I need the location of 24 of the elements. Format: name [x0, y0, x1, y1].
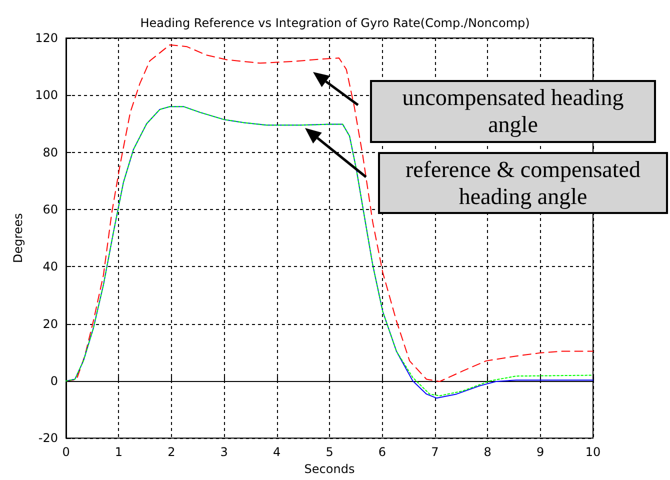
y-tick-label: 0: [50, 374, 58, 388]
y-tick-label: 60: [42, 202, 58, 216]
annotation: reference & compensated heading angle: [378, 152, 668, 214]
y-tick-label: 120: [35, 31, 58, 45]
y-tick-label: 40: [42, 260, 58, 274]
y-tick-label: 20: [42, 316, 58, 331]
y-tick-label: -20: [38, 431, 58, 446]
x-tick-label: 2: [168, 445, 176, 460]
y-tick-label: 100: [35, 88, 58, 102]
x-tick-label: 9: [536, 445, 544, 460]
x-tick-label: 6: [378, 445, 386, 460]
x-tick-label: 8: [484, 445, 492, 460]
x-tick-label: 10: [585, 445, 601, 460]
x-tick-label: 1: [114, 445, 123, 460]
x-axis-title: Seconds: [304, 462, 355, 476]
x-tick-label: 7: [431, 445, 439, 460]
x-tick-label: 0: [62, 445, 70, 460]
x-tick-label: 3: [220, 445, 228, 460]
x-tick-label: 4: [272, 445, 281, 460]
annotation: uncompensated heading angle: [370, 80, 656, 143]
x-tick-label: 5: [326, 445, 334, 460]
y-tick-label: 80: [42, 145, 58, 160]
y-axis-title: Degrees: [11, 213, 26, 264]
chart-title: Heading Reference vs Integration of Gyro Rate(Comp./Noncomp): [140, 16, 530, 30]
